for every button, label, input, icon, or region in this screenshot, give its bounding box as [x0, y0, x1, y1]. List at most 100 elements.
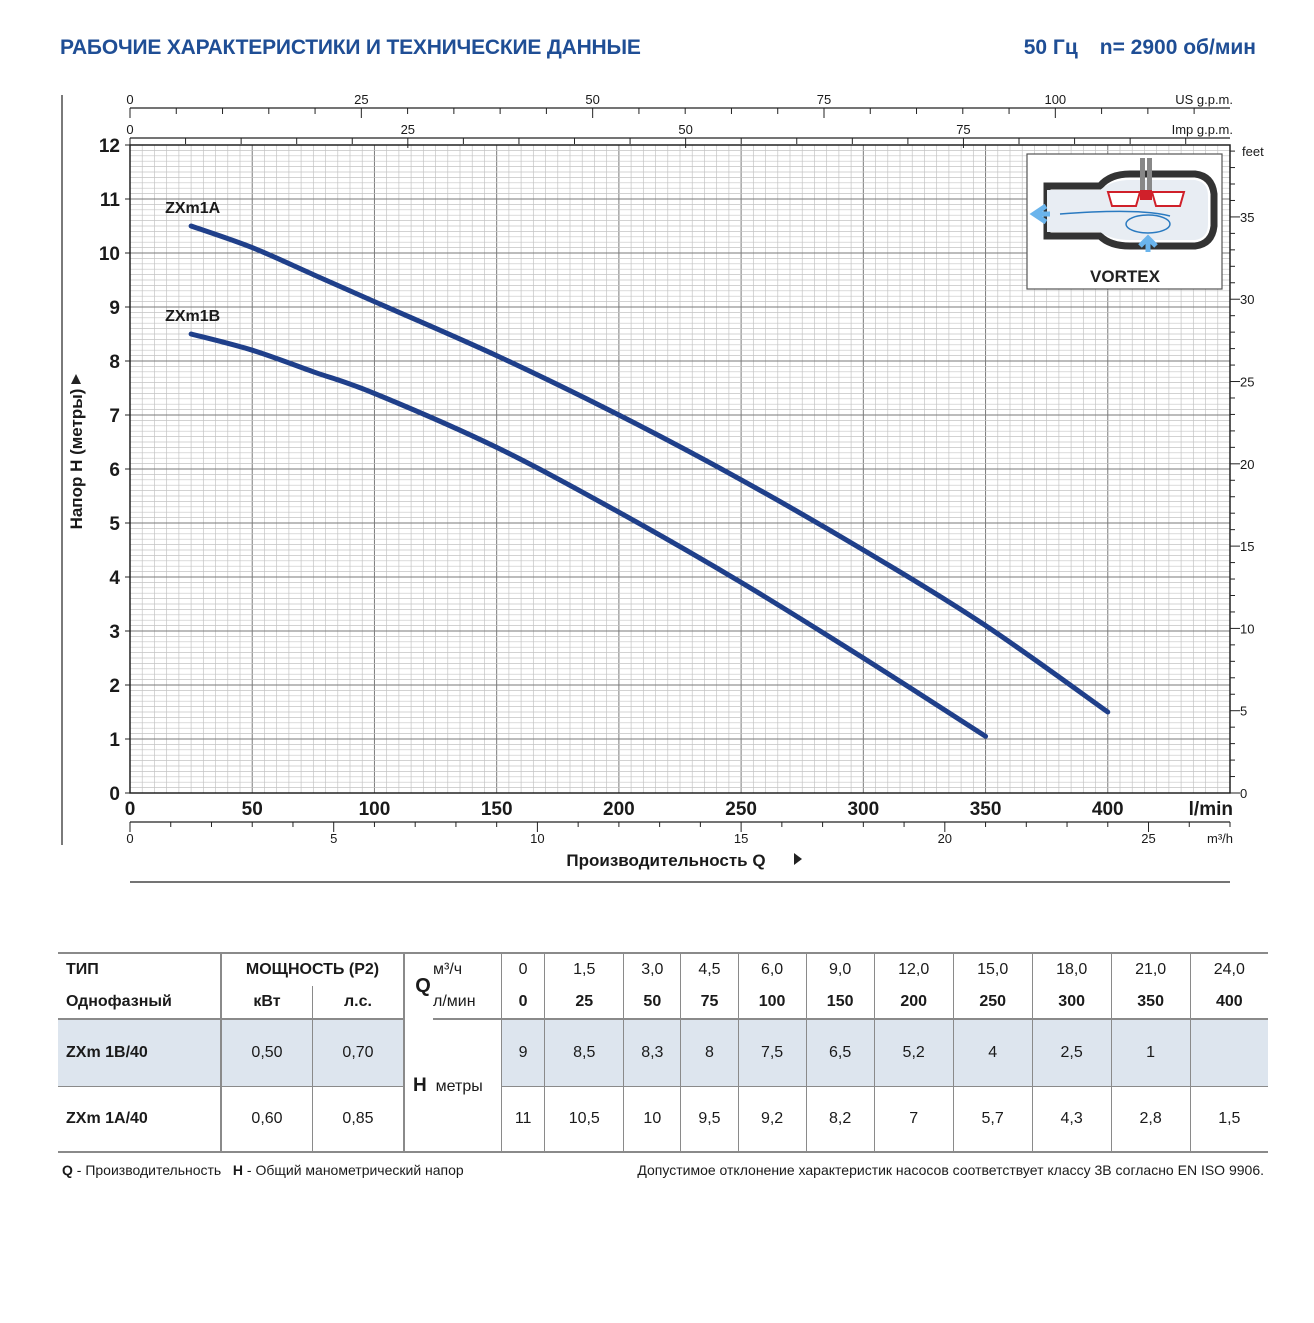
y-axis-label: Напор H (метры) [67, 389, 86, 530]
impgpm-tick-label: 75 [956, 122, 970, 137]
q-header: Q [403, 952, 433, 1019]
curve-zxm1a [188, 223, 1111, 715]
h-zxm1b-9: 1 [1110, 1019, 1191, 1087]
model-zxm1a: ZXm 1A/40 [58, 1086, 221, 1153]
q-lmin-9: 350 [1110, 986, 1191, 1020]
y-tick-label: 2 [109, 676, 120, 697]
feet-tick-label: 5 [1240, 704, 1247, 719]
m3h-tick-label: 20 [938, 831, 952, 846]
q-m3h-10: 24,0 [1189, 952, 1268, 986]
h-zxm1a-6: 7 [873, 1086, 954, 1153]
m3h-tick-label: 0 [126, 831, 133, 846]
q-lmin-0: 0 [500, 986, 545, 1020]
chart-grid [129, 144, 1231, 794]
m3h-tick-label: 15 [734, 831, 748, 846]
h-zxm1b-7: 4 [952, 1019, 1033, 1087]
feet-unit-label: feet [1242, 144, 1264, 159]
y-tick-label: 4 [109, 568, 120, 589]
h-zxm1a-7: 5,7 [952, 1086, 1033, 1153]
footnote-tolerance: Допустимое отклонение характеристик насо… [637, 1162, 1264, 1178]
footnote-q-abbr: Q [62, 1162, 73, 1178]
phase-header: Однофазный [58, 986, 221, 1020]
footnote-h-text: - Общий манометрический напор [243, 1162, 464, 1178]
m3h-tick-label: 25 [1141, 831, 1155, 846]
m3h-unit-label: m³/h [1207, 831, 1233, 846]
usgpm-tick-label: 50 [585, 92, 599, 107]
vortex-inset: VORTEX [1026, 153, 1223, 290]
q-m3h-4: 6,0 [737, 952, 807, 986]
q-lmin-4: 100 [737, 986, 807, 1020]
x-tick-label: 200 [603, 799, 635, 820]
q-m3h-0: 0 [500, 952, 545, 986]
kw-zxm1b: 0,50 [220, 1019, 313, 1087]
q-m3h-2: 3,0 [623, 952, 681, 986]
h-zxm1a-2: 10 [623, 1086, 681, 1153]
h-zxm1a-4: 9,2 [737, 1086, 807, 1153]
h-zxm1b-5: 6,5 [805, 1019, 875, 1087]
x-axis-arrow [794, 853, 802, 865]
impgpm-tick-label: 50 [678, 122, 692, 137]
q-lmin-2: 50 [623, 986, 681, 1020]
x-unit-label: l/min [1189, 799, 1233, 820]
h-zxm1a-9: 2,8 [1110, 1086, 1191, 1153]
hp-header: л.с. [312, 986, 404, 1020]
q-m3h-1: 1,5 [544, 952, 624, 986]
x-tick-label: 250 [725, 799, 757, 820]
h-zxm1b-6: 5,2 [873, 1019, 954, 1087]
feet-tick-label: 35 [1240, 210, 1254, 225]
impgpm-tick-label: 25 [401, 122, 415, 137]
y-tick-label: 3 [109, 622, 120, 643]
usgpm-tick-label: 100 [1044, 92, 1066, 107]
h-unit: метры [435, 1077, 483, 1095]
curve-label-zxm1b: ZXm1B [165, 308, 220, 325]
feet-tick-label: 20 [1240, 457, 1254, 472]
chart-series: ZXm1A ZXm1B [165, 200, 1111, 739]
h-zxm1b-1: 8,5 [544, 1019, 624, 1087]
m3h-unit: м³/ч [433, 952, 502, 986]
technical-data-table: ТИП МОЩНОСТЬ (P2) Q м³/ч 0 1,5 3,0 4,5 6… [58, 952, 1268, 1153]
q-lmin-3: 75 [680, 986, 739, 1020]
q-lmin-1: 25 [544, 986, 624, 1020]
type-header: ТИП [58, 952, 221, 986]
q-m3h-5: 9,0 [805, 952, 875, 986]
q-lmin-10: 400 [1189, 986, 1268, 1020]
h-zxm1a-5: 8,2 [805, 1086, 875, 1153]
footnote-q-text: - Производительность [72, 1162, 222, 1178]
q-lmin-6: 200 [873, 986, 954, 1020]
usgpm-unit-label: US g.p.m. [1175, 92, 1233, 107]
footnote-legend: Q - Производительность H - Общий маномет… [62, 1162, 464, 1178]
page-title: РАБОЧИЕ ХАРАКТЕРИСТИКИ И ТЕХНИЧЕСКИЕ ДАН… [60, 36, 641, 59]
x-tick-label: 150 [481, 799, 513, 820]
x-tick-label: 50 [242, 799, 263, 820]
q-m3h-3: 4,5 [680, 952, 739, 986]
kw-header: кВт [220, 986, 313, 1020]
usgpm-tick-label: 75 [817, 92, 831, 107]
y-tick-label: 0 [109, 784, 120, 805]
frequency-info: 50 Гц n= 2900 об/мин [1002, 36, 1256, 60]
usgpm-tick-label: 25 [354, 92, 368, 107]
feet-tick-label: 25 [1240, 375, 1254, 390]
y-tick-label: 6 [109, 460, 120, 481]
footnote-h-abbr: H [232, 1162, 244, 1178]
h-zxm1b-3: 8 [680, 1019, 739, 1087]
h-zxm1b-4: 7,5 [737, 1019, 807, 1087]
h-zxm1a-10: 1,5 [1189, 1086, 1268, 1153]
h-symbol: H [413, 1074, 427, 1096]
q-m3h-7: 15,0 [952, 952, 1033, 986]
x-tick-label: 350 [970, 799, 1002, 820]
curve-label-zxm1a: ZXm1A [165, 200, 221, 217]
h-zxm1b-8: 2,5 [1031, 1019, 1112, 1087]
q-lmin-7: 250 [952, 986, 1033, 1020]
vortex-label: VORTEX [1090, 267, 1161, 286]
y-tick-label: 8 [109, 352, 120, 373]
y-tick-label: 9 [109, 298, 120, 319]
q-lmin-8: 300 [1031, 986, 1112, 1020]
x-tick-label: 300 [847, 799, 879, 820]
impgpm-tick-label: 0 [126, 122, 133, 137]
m3h-tick-label: 5 [330, 831, 337, 846]
y-tick-label: 5 [109, 514, 120, 535]
y-axis-arrow [71, 374, 81, 384]
x-axis-label: Производительность Q [566, 851, 765, 870]
feet-tick-label: 10 [1240, 621, 1254, 636]
frequency-label: 50 Гц [1023, 36, 1078, 59]
